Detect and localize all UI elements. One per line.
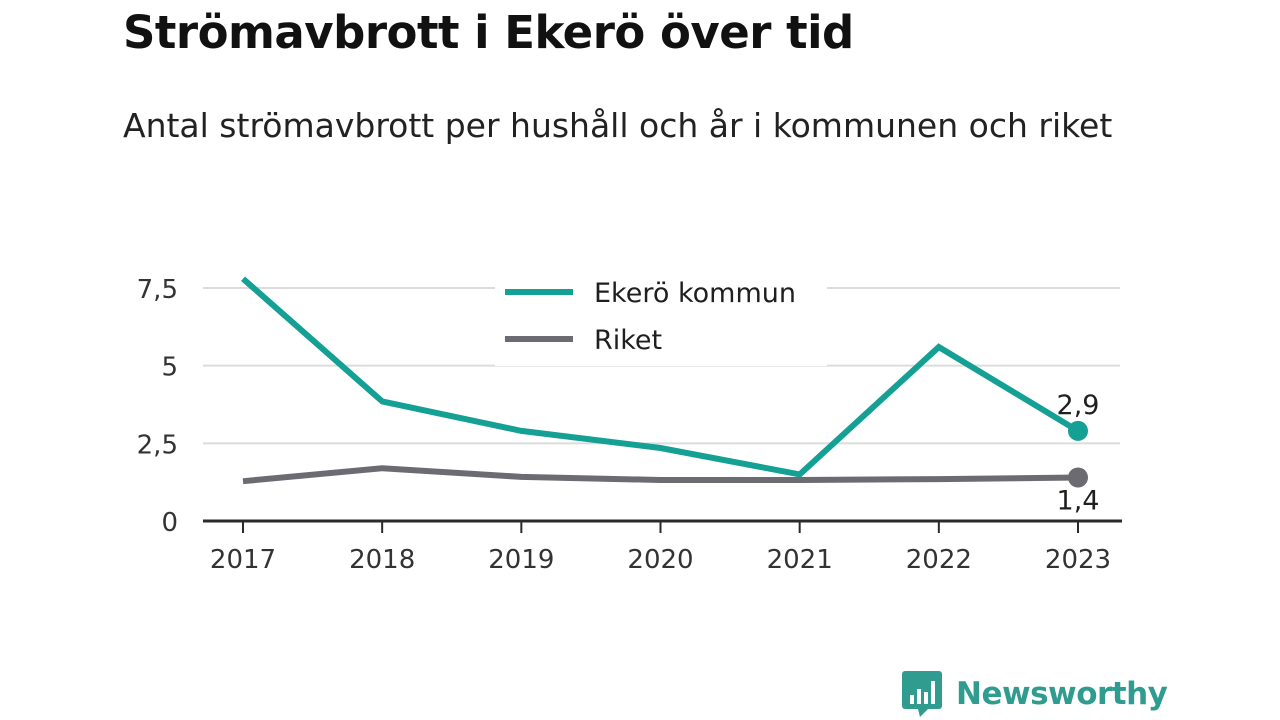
x-tick-label: 2023 (1045, 545, 1111, 575)
legend-label: Ekerö kommun (594, 278, 796, 309)
chart-subtitle: Antal strömavbrott per hushåll och år i … (123, 106, 1113, 145)
x-tick-label: 2021 (767, 545, 833, 575)
legend-label: Riket (594, 325, 662, 356)
series-end-marker (1068, 467, 1088, 488)
y-tick-label: 7,5 (137, 275, 178, 305)
y-tick-label: 2,5 (137, 430, 178, 460)
brand-name: Newsworthy (956, 676, 1168, 712)
series-line (242, 465, 1079, 485)
data-label: 2,9 (1057, 390, 1100, 421)
y-tick-label: 0 (161, 508, 178, 538)
brand-logo: Newsworthy (902, 670, 1168, 718)
newsworthy-logo-icon (902, 671, 942, 717)
x-tick-label: 2018 (349, 545, 415, 575)
series-line (241, 276, 1080, 478)
y-tick-label: 5 (161, 353, 178, 383)
data-label: 1,4 (1057, 486, 1100, 517)
x-tick-label: 2022 (906, 545, 972, 575)
series-end-marker (1068, 420, 1088, 441)
x-tick-label: 2019 (488, 545, 554, 575)
chart-title: Strömavbrott i Ekerö över tid (123, 6, 854, 59)
x-tick-label: 2020 (627, 545, 693, 575)
x-tick-label: 2017 (210, 545, 276, 575)
legend-background (495, 266, 827, 366)
